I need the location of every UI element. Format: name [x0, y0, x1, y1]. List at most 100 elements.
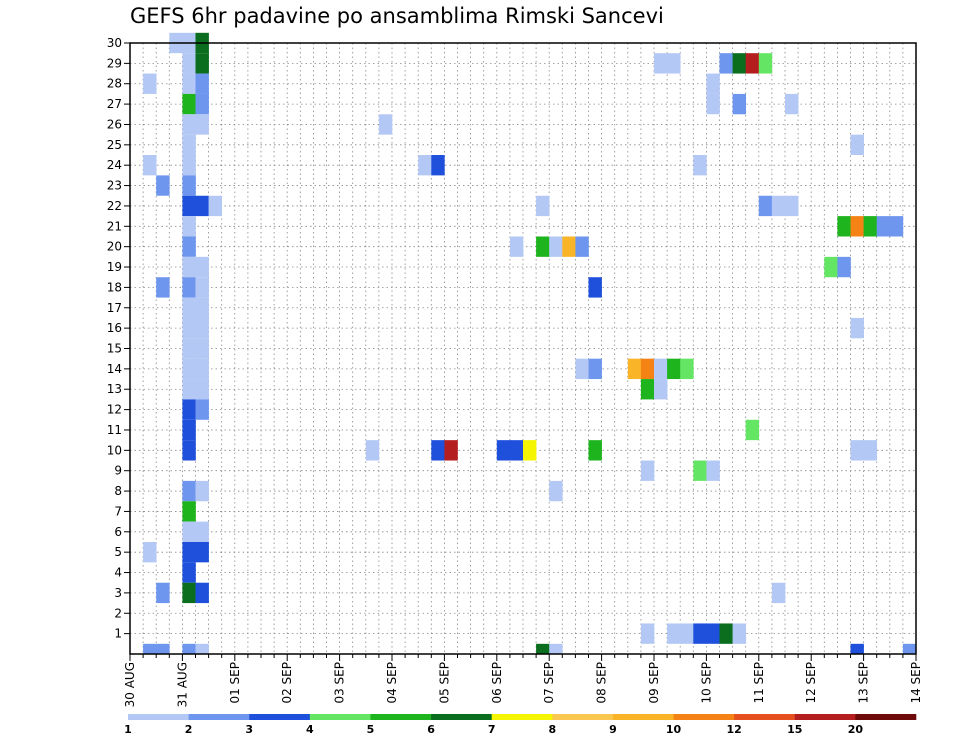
precip-cell [195, 114, 209, 135]
x-tick-label: 07 SEP [542, 662, 556, 704]
y-tick-label: 19 [107, 260, 122, 274]
precip-cell [182, 643, 196, 654]
x-tick-label: 04 SEP [385, 662, 399, 704]
precip-cell [182, 358, 196, 380]
precip-cell [889, 216, 904, 237]
precip-cell [706, 623, 720, 644]
precip-cell [745, 419, 760, 441]
precip-cell [627, 358, 642, 380]
precip-cell [693, 623, 707, 644]
precip-cell [182, 379, 196, 400]
precip-cell [719, 53, 733, 74]
precip-cell [667, 53, 681, 74]
precip-cell [195, 521, 209, 542]
precip-cell [706, 460, 720, 481]
x-tick-label: 12 SEP [804, 662, 818, 704]
precip-cell [654, 53, 668, 74]
precip-cell [195, 643, 209, 654]
precip-cell [182, 521, 196, 542]
legend-label: 8 [548, 723, 556, 736]
x-tick-label: 03 SEP [333, 662, 347, 704]
chart-title: GEFS 6hr padavine po ansamblima Rimski S… [130, 4, 664, 28]
precip-cell [732, 623, 746, 644]
precip-cell [418, 155, 432, 176]
precip-cell [156, 643, 170, 654]
precip-cell [667, 358, 681, 380]
precip-cell [496, 440, 511, 461]
legend-label: 15 [787, 723, 802, 736]
precip-cell [143, 643, 157, 654]
cells-layer [143, 32, 917, 654]
precip-cell [431, 155, 445, 176]
precip-cell [732, 93, 746, 115]
precip-cell [771, 582, 786, 604]
precip-cell [562, 236, 576, 257]
precip-cell [182, 480, 196, 502]
precip-cell [758, 195, 773, 217]
precip-cell [575, 358, 589, 380]
precip-cell [654, 358, 668, 380]
x-tick-label: 09 SEP [647, 662, 661, 704]
precip-cell [195, 541, 209, 563]
y-tick-label: 21 [107, 219, 122, 233]
precip-cell [195, 93, 209, 115]
precip-cell [640, 358, 655, 380]
y-tick-label: 11 [107, 423, 122, 437]
precip-cell [876, 216, 891, 237]
precip-cell [182, 582, 196, 604]
legend-swatch [855, 714, 917, 720]
legend-swatch [673, 714, 735, 720]
precip-cell [182, 114, 196, 135]
precip-cell [667, 623, 681, 644]
precip-cell [182, 399, 196, 420]
x-tick-label: 30 AUG [123, 662, 137, 707]
legend-label: 4 [306, 723, 314, 736]
y-tick-label: 14 [107, 362, 122, 376]
precip-cell [850, 317, 864, 339]
y-tick-label: 5 [114, 545, 122, 559]
precip-cell [195, 358, 209, 380]
x-tick-label: 10 SEP [699, 662, 713, 704]
precip-cell [588, 358, 602, 380]
legend-swatch [794, 714, 856, 720]
y-tick-label: 23 [107, 179, 122, 193]
y-tick-label: 8 [114, 484, 122, 498]
precip-cell [850, 134, 864, 156]
precip-cell [195, 379, 209, 400]
precip-cell [549, 480, 563, 502]
y-tick-label: 22 [107, 199, 122, 213]
precip-cell [693, 460, 707, 481]
precip-cell [182, 73, 196, 94]
precip-cell [182, 195, 196, 217]
precip-cell [208, 195, 222, 217]
legend-label: 10 [666, 723, 682, 736]
y-tick-label: 29 [107, 56, 122, 70]
precip-cell [575, 236, 589, 257]
precip-cell [745, 53, 760, 74]
y-tick-label: 12 [107, 403, 122, 417]
y-tick-label: 28 [107, 77, 122, 91]
precip-cell [182, 155, 196, 176]
precip-cell [195, 53, 209, 74]
y-tick-label: 15 [107, 342, 122, 356]
legend-label: 20 [848, 723, 864, 736]
y-tick-label: 1 [114, 627, 122, 641]
precip-cell [640, 460, 655, 481]
x-axis: 30 AUG 31 AUG 01 SEP 02 SEP 03 SEP 04 SEP 05 S… [123, 654, 923, 707]
precip-cell [509, 236, 524, 257]
precip-cell [182, 256, 196, 278]
precip-cell [195, 256, 209, 278]
legend-label: 1 [124, 723, 132, 736]
precip-cell [719, 623, 733, 644]
precip-cell [195, 277, 209, 298]
y-tick-label: 30 [107, 36, 122, 50]
precip-cell [182, 501, 196, 522]
legend-swatch [491, 714, 553, 720]
precip-cell [680, 358, 694, 380]
precip-cell [732, 53, 746, 74]
y-tick-label: 6 [114, 525, 122, 539]
precip-cell [182, 134, 196, 156]
precip-cell [156, 582, 170, 604]
precip-cell [824, 256, 838, 278]
